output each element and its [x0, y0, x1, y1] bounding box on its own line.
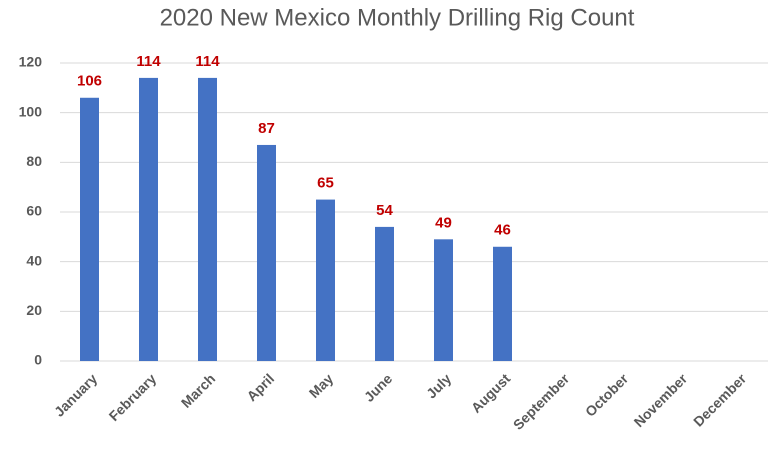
bar — [139, 77, 158, 362]
x-tick-label: November — [631, 370, 691, 430]
x-tick-label: April — [243, 370, 277, 404]
y-tick-label: 100 — [19, 103, 43, 119]
bar — [257, 144, 276, 361]
x-tick-label: October — [582, 370, 632, 420]
y-tick-label: 60 — [26, 203, 42, 219]
bar — [80, 97, 99, 362]
data-label: 65 — [317, 175, 334, 192]
x-tick-label: January — [51, 370, 100, 419]
y-tick-label: 0 — [34, 352, 42, 368]
y-tick-label: 80 — [26, 153, 42, 169]
data-label: 106 — [77, 73, 102, 90]
bar — [316, 199, 335, 361]
x-tick-label: February — [106, 370, 160, 424]
x-tick-label: September — [510, 370, 573, 433]
x-tick-label: August — [468, 370, 514, 416]
data-label: 54 — [376, 202, 393, 219]
data-label: 49 — [435, 214, 452, 231]
x-tick-label: June — [361, 370, 396, 405]
data-label: 114 — [195, 53, 220, 70]
y-tick-label: 120 — [19, 54, 43, 70]
data-label: 114 — [136, 53, 161, 70]
data-label: 87 — [258, 120, 275, 137]
chart-title: 2020 New Mexico Monthly Drilling Rig Cou… — [160, 4, 635, 31]
bar — [493, 246, 512, 361]
x-tick-label: December — [690, 370, 750, 430]
bar — [375, 226, 394, 361]
x-tick-label: May — [306, 370, 337, 401]
y-tick-label: 20 — [26, 302, 42, 318]
y-tick-label: 40 — [26, 252, 42, 268]
x-tick-label: July — [423, 370, 454, 401]
data-label: 46 — [494, 222, 511, 239]
bar — [434, 239, 453, 361]
bar — [198, 77, 217, 362]
x-tick-label: March — [178, 370, 218, 410]
